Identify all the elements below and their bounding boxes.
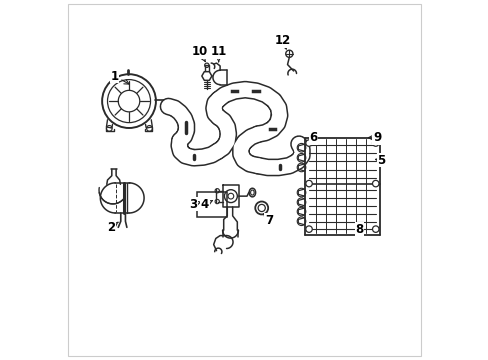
Text: 11: 11	[210, 45, 226, 62]
Circle shape	[255, 202, 267, 215]
Circle shape	[175, 135, 184, 145]
Text: 12: 12	[274, 34, 290, 49]
Circle shape	[372, 140, 378, 146]
Ellipse shape	[249, 188, 255, 197]
Text: 3: 3	[188, 198, 200, 211]
Circle shape	[305, 226, 312, 232]
Circle shape	[305, 140, 312, 146]
Text: 6: 6	[308, 131, 317, 144]
Text: 7: 7	[264, 214, 272, 227]
Bar	[197, 192, 226, 217]
Text: 5: 5	[375, 154, 385, 167]
Text: 9: 9	[367, 131, 381, 144]
Circle shape	[372, 180, 378, 187]
Circle shape	[305, 180, 312, 187]
Text: 1: 1	[110, 69, 129, 84]
Text: 2: 2	[107, 221, 118, 234]
Text: 8: 8	[354, 223, 363, 236]
Text: 10: 10	[191, 45, 207, 62]
Text: 4: 4	[201, 198, 212, 211]
Circle shape	[372, 226, 378, 232]
